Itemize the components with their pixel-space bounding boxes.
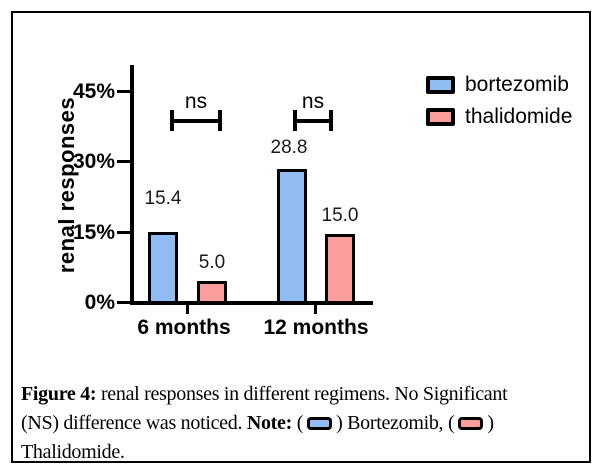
legend-swatch-thalidomide [426, 108, 455, 126]
bracket-6months-right [218, 110, 222, 131]
y-axis-line [130, 65, 134, 305]
bar-thalidomide-6months [197, 280, 227, 304]
y-tick-30 [117, 160, 130, 163]
bracket-6months-bar [170, 119, 222, 123]
caption-swatch-bortezomib [307, 417, 333, 430]
x-category-label-12months: 12 months [263, 316, 369, 339]
y-tick-label-30: 30% [72, 150, 115, 173]
bracket-12months-bar [293, 119, 333, 123]
y-axis-title: renal responses [54, 96, 79, 274]
ns-annotation-6months: ns [184, 90, 208, 113]
x-tick-6months [186, 305, 189, 314]
bracket-6months-left [170, 110, 174, 131]
caption-line-2: (NS) difference was noticed. Note: ( ) Bo… [21, 410, 583, 437]
y-tick-0 [117, 301, 130, 304]
caption-note-label: Note: [246, 412, 292, 434]
bracket-12months-left [293, 110, 297, 131]
legend-label-thalidomide: thalidomide [465, 105, 573, 128]
y-tick-label-15: 15% [72, 221, 115, 244]
y-tick-label-0: 0% [84, 291, 115, 314]
value-label-thalidomide-12months: 15.0 [321, 205, 359, 226]
caption-swatch-thalidomide [458, 417, 484, 430]
value-label-bortezomib-12months: 28.8 [270, 137, 308, 158]
y-tick-label-45: 45% [72, 80, 115, 103]
x-category-label-6months: 6 months [137, 316, 231, 339]
bar-bortezomib-12months [277, 168, 307, 304]
caption-open-paren-1: ( [292, 412, 304, 434]
caption-line-1: Figure 4: renal responses in different r… [21, 381, 583, 408]
y-tick-15 [117, 231, 130, 234]
caption-line-3: Thalidomide. [21, 441, 125, 463]
x-tick-12months [314, 305, 317, 314]
bracket-12months-right [329, 110, 333, 131]
bar-bortezomib-6months [148, 231, 178, 304]
legend-swatch-bortezomib [426, 76, 455, 94]
legend-label-bortezomib: bortezomib [465, 73, 569, 96]
caption-figure-label: Figure 4: [21, 383, 97, 405]
x-axis-line [130, 301, 373, 305]
caption-close-paren-2: ) [487, 412, 494, 434]
caption-line2-start: (NS) difference was noticed. [21, 412, 247, 434]
caption-line1-text: renal responses in different regimens. N… [96, 383, 508, 405]
value-label-bortezomib-6months: 15.4 [144, 188, 182, 209]
bar-thalidomide-12months [325, 233, 355, 304]
ns-annotation-12months: ns [301, 90, 325, 113]
value-label-thalidomide-6months: 5.0 [198, 252, 226, 273]
caption-mid-text: ) Bortezomib, ( [336, 412, 455, 434]
y-tick-45 [117, 90, 130, 93]
